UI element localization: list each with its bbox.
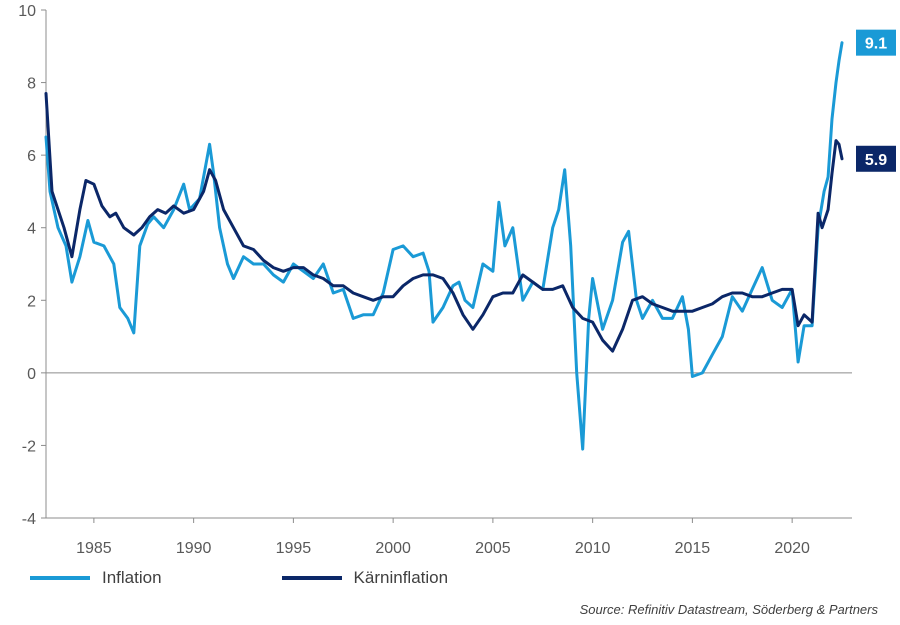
x-tick-label: 1990 xyxy=(176,540,212,557)
legend-label-inflation: Inflation xyxy=(102,568,162,587)
end-label-box-0 xyxy=(856,29,896,56)
y-tick-label: 0 xyxy=(27,366,36,383)
x-tick-label: 1985 xyxy=(76,540,112,557)
series-line-0 xyxy=(44,41,844,451)
y-tick-label: 4 xyxy=(27,221,36,238)
end-label-0: 9.1 xyxy=(865,36,887,53)
x-tick-label: 2000 xyxy=(375,540,411,557)
y-tick-label: 10 xyxy=(18,3,36,20)
legend: Inflation Kärninflation xyxy=(30,568,568,588)
y-axis: -4 -2 0 2 4 6 8 10 xyxy=(18,3,852,528)
x-tick-label: 2010 xyxy=(575,540,611,557)
y-tick-label: 6 xyxy=(27,148,36,165)
legend-item-karninflation: Kärninflation xyxy=(281,568,449,588)
legend-swatch-inflation xyxy=(30,576,90,580)
x-tick-label: 2015 xyxy=(675,540,711,557)
legend-label-karninflation: Kärninflation xyxy=(353,568,449,587)
y-tick-label: -4 xyxy=(22,511,36,528)
x-axis: 1985 1990 1995 2000 2005 2010 2015 2020 xyxy=(46,517,852,557)
y-tick-label: -2 xyxy=(22,438,36,455)
source-note: Source: Refinitiv Datastream, Söderberg … xyxy=(579,602,878,617)
end-labels: 9.1 5.9 xyxy=(856,29,896,172)
series-layer xyxy=(44,41,844,451)
x-tick-label: 1995 xyxy=(276,540,312,557)
x-tick-label: 2020 xyxy=(774,540,810,557)
end-label-box-1 xyxy=(856,145,896,172)
y-tick-label: 2 xyxy=(27,293,36,310)
y-tick-label: 8 xyxy=(27,76,36,93)
x-tick-label: 2005 xyxy=(475,540,511,557)
series-line-1 xyxy=(44,92,844,353)
legend-item-inflation: Inflation xyxy=(30,568,162,588)
legend-swatch-karninflation xyxy=(281,576,342,580)
end-label-1: 5.9 xyxy=(865,152,887,169)
